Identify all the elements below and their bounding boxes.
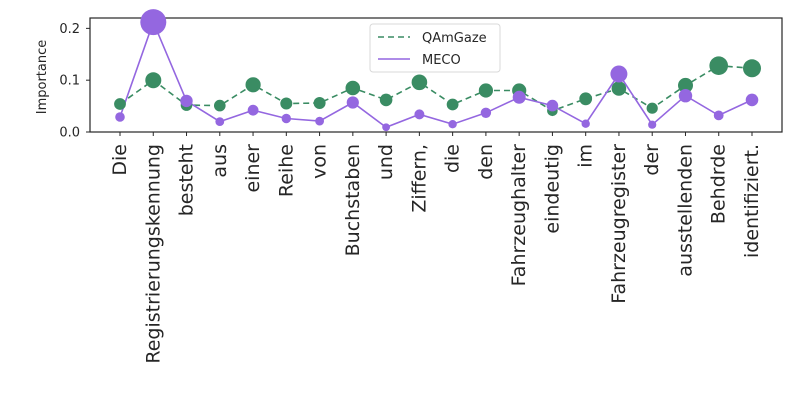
data-point-meco: [610, 65, 628, 83]
y-axis: 0.0 0.1 0.2: [59, 22, 90, 141]
legend-label-qamgaze: QAmGaze: [422, 31, 487, 46]
data-point-meco: [678, 89, 693, 103]
x-tick-label: Fahrzeugregister: [608, 144, 630, 304]
y-tick-label: 0.2: [59, 22, 80, 37]
data-point-meco: [247, 104, 259, 116]
data-point-qamgaze: [478, 83, 493, 98]
data-point-meco: [581, 119, 590, 128]
x-tick-label: im: [575, 144, 597, 168]
y-tick-label: 0.0: [59, 126, 80, 141]
data-point-qamgaze: [446, 98, 459, 111]
data-point-meco: [315, 116, 324, 126]
plot-frame: [89, 17, 783, 133]
data-point-qamgaze: [214, 99, 226, 112]
x-tick-label: Buchstaben: [342, 144, 364, 256]
data-point-meco: [448, 120, 457, 129]
legend: QAmGaze MECO: [369, 23, 501, 73]
data-point-meco: [648, 120, 657, 129]
data-point-qamgaze: [411, 74, 428, 91]
y-tick-label: 0.1: [59, 74, 80, 89]
data-point-qamgaze: [743, 59, 761, 78]
x-tick-label: die: [442, 144, 464, 173]
legend-frame: [369, 23, 501, 73]
data-point-meco: [382, 123, 390, 132]
data-point-meco: [140, 9, 167, 36]
x-tick-label: eindeutig: [541, 144, 563, 234]
data-point-qamgaze: [678, 77, 693, 93]
data-point-qamgaze: [280, 97, 293, 110]
data-point-qamgaze: [611, 81, 627, 96]
series-lines: [119, 19, 753, 129]
x-tick-label: Die: [109, 144, 131, 176]
data-point-meco: [414, 109, 425, 120]
data-point-qamgaze: [114, 98, 126, 110]
x-tick-label: Ziffern,: [408, 144, 430, 213]
data-point-qamgaze: [145, 72, 162, 89]
data-point-meco: [215, 117, 225, 126]
x-tick-label: einer: [242, 144, 264, 193]
x-tick-label: Registrierungskennung: [142, 144, 164, 364]
data-point-qamgaze: [379, 93, 393, 107]
data-point-meco: [480, 107, 492, 119]
series-points: [114, 9, 761, 132]
data-point-qamgaze: [313, 97, 326, 109]
x-tick-label: ausstellenden: [675, 144, 697, 277]
series-line-meco: [119, 19, 753, 129]
series-line-qamgaze: [119, 64, 753, 112]
x-axis: Die Registrierungskennung besteht aus einer R…: [109, 132, 763, 364]
data-point-meco: [512, 90, 526, 104]
data-point-qamgaze: [345, 80, 361, 96]
data-point-meco: [281, 113, 291, 124]
x-tick-label: Fahrzeughalter: [508, 144, 530, 287]
legend-label-meco: MECO: [422, 53, 461, 68]
x-tick-label: identifiziert.: [741, 144, 763, 258]
x-tick-label: den: [475, 144, 497, 180]
x-tick-label: besteht: [176, 144, 198, 216]
data-point-qamgaze: [245, 77, 261, 93]
data-point-meco: [713, 110, 724, 121]
data-point-qamgaze: [579, 92, 593, 106]
data-point-meco: [346, 96, 359, 109]
x-tick-label: von: [309, 144, 331, 179]
x-tick-label: und: [375, 144, 397, 180]
data-point-qamgaze: [646, 102, 658, 114]
data-point-meco: [745, 93, 759, 107]
data-point-qamgaze: [709, 56, 728, 75]
y-axis-label: Importance: [35, 40, 50, 115]
x-tick-label: der: [641, 144, 663, 176]
data-point-meco: [115, 112, 125, 122]
x-tick-label: aus: [209, 144, 231, 178]
data-point-meco: [546, 99, 559, 112]
x-tick-label: Reihe: [275, 144, 297, 197]
data-point-meco: [180, 94, 193, 108]
x-tick-label: Behdrde: [708, 144, 730, 224]
